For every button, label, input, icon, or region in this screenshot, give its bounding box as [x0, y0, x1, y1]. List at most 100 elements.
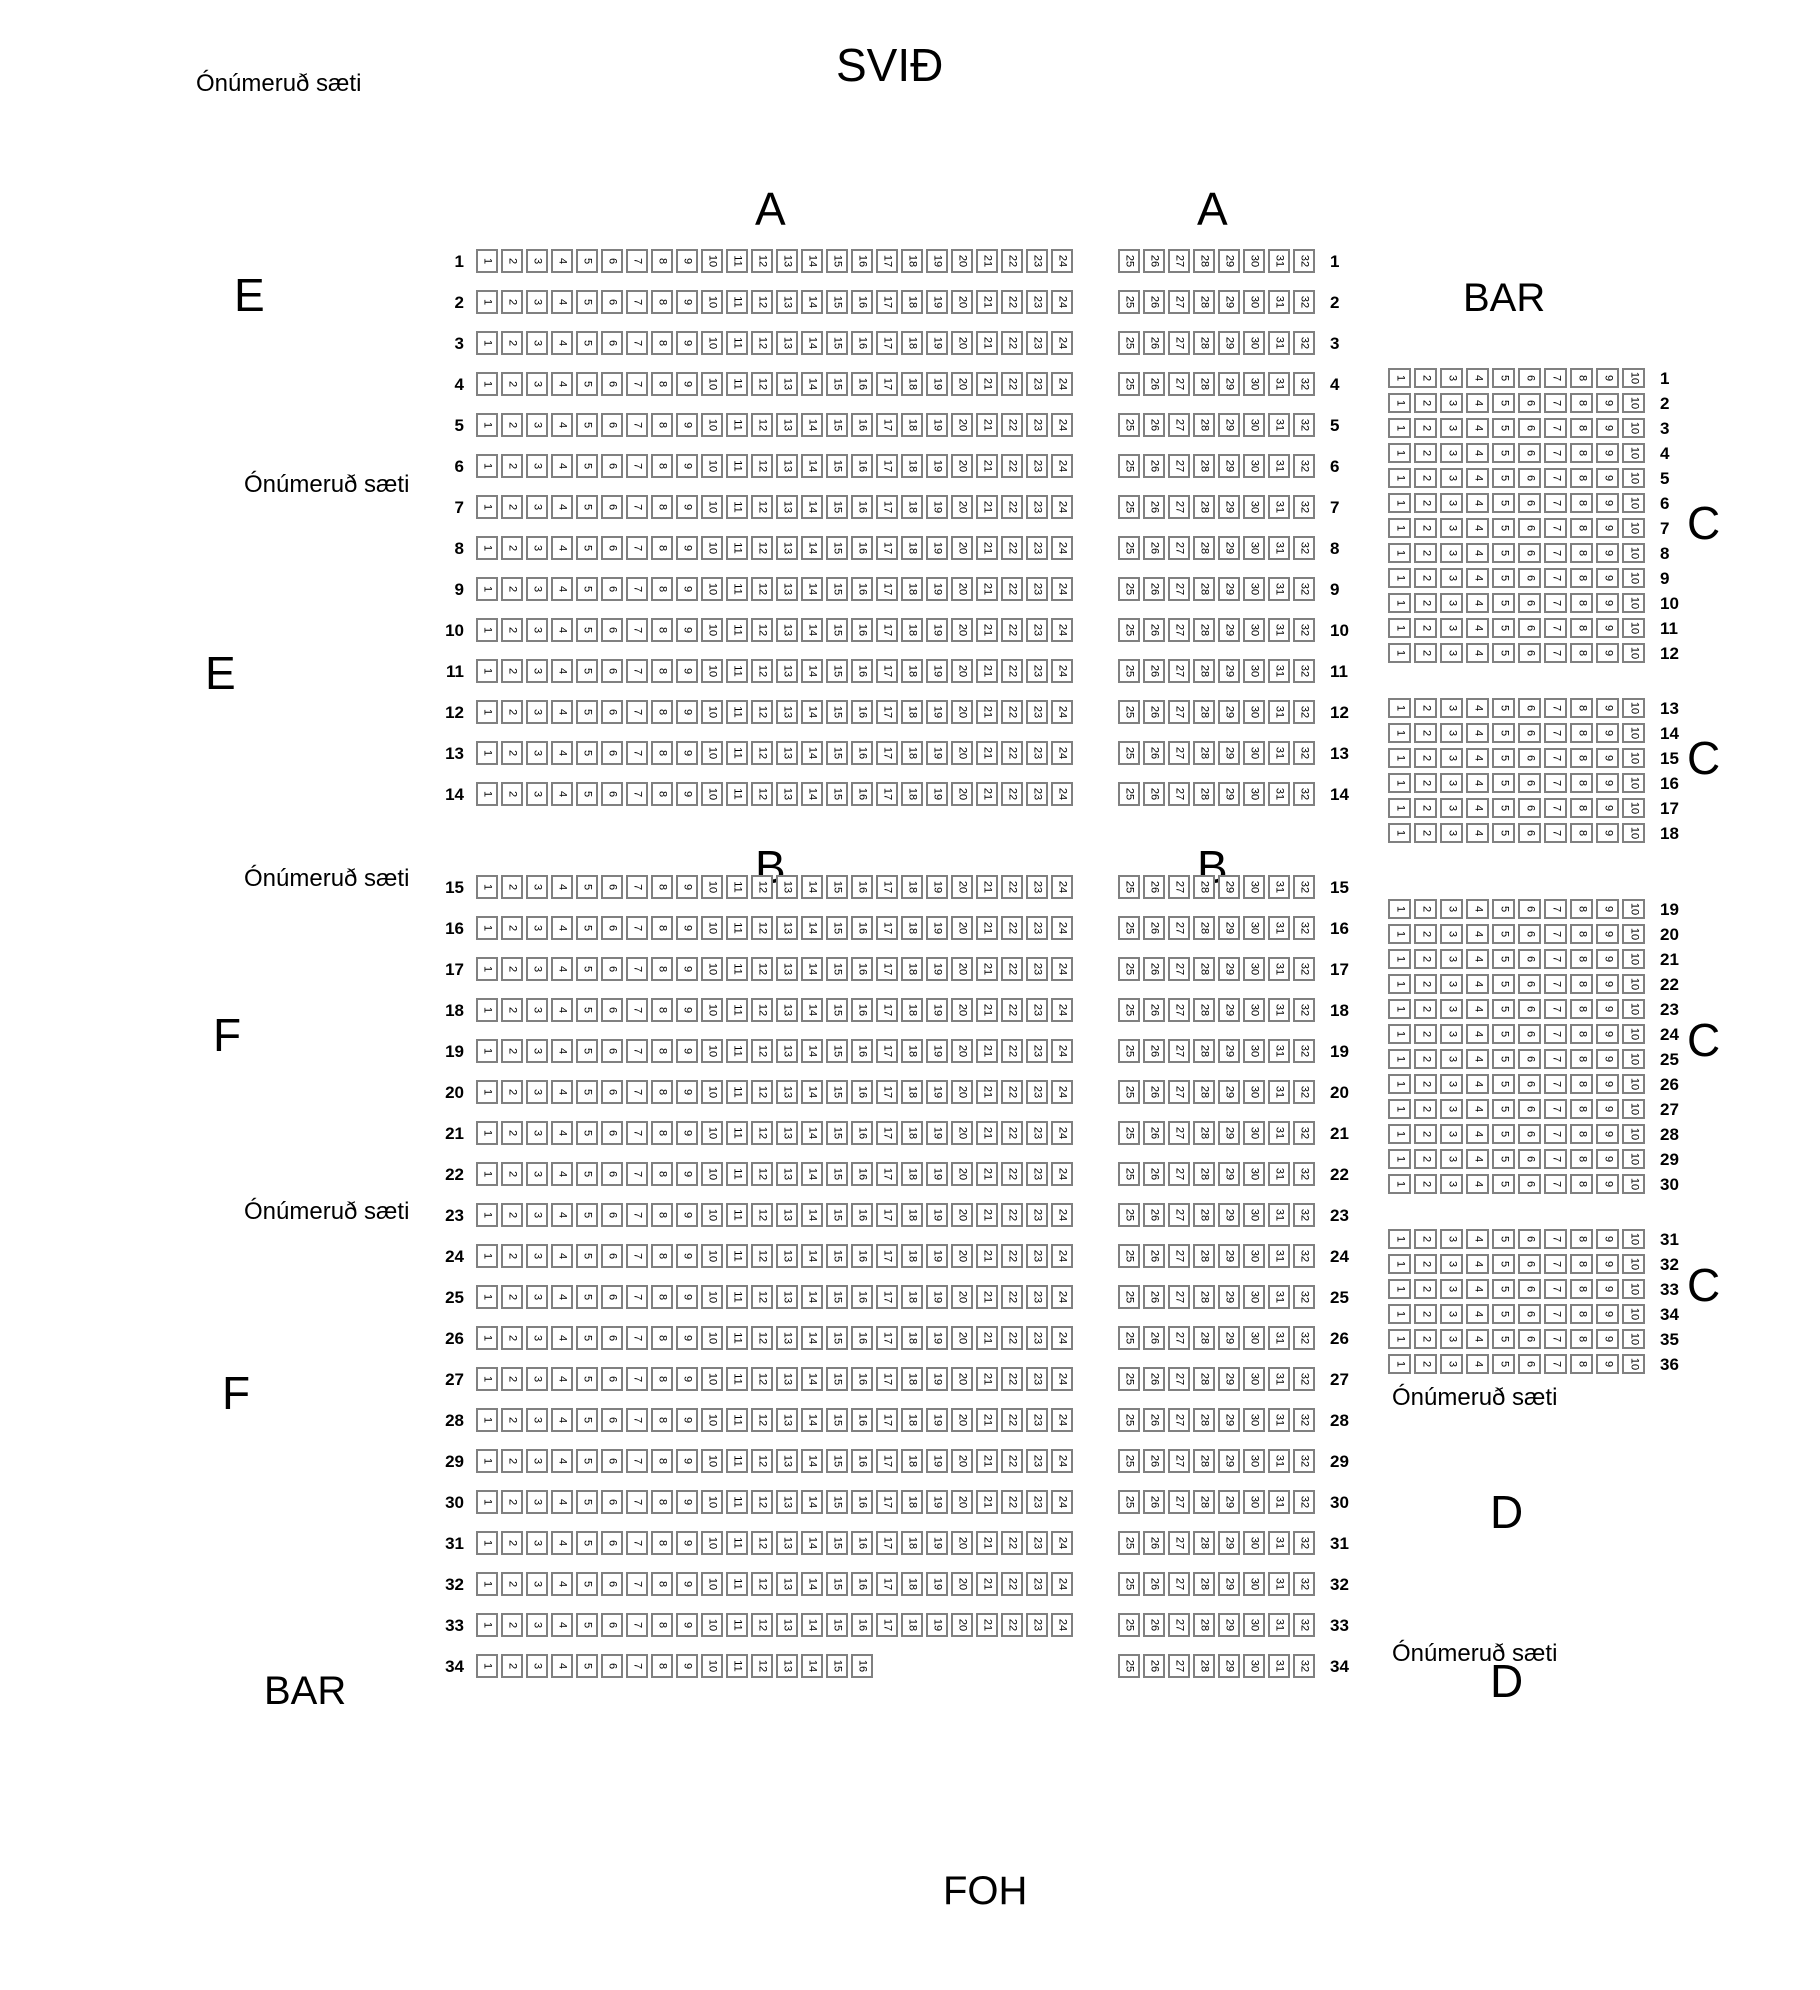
seat[interactable]: 11 — [726, 782, 748, 806]
seat[interactable]: 10 — [1622, 1304, 1645, 1324]
seat[interactable]: 24 — [1051, 495, 1073, 519]
seat[interactable]: 19 — [926, 290, 948, 314]
seat[interactable]: 1 — [476, 1572, 498, 1596]
seat[interactable]: 30 — [1243, 1449, 1265, 1473]
seat[interactable]: 15 — [826, 700, 848, 724]
seat[interactable]: 3 — [526, 1613, 548, 1637]
seat[interactable]: 6 — [1518, 518, 1541, 538]
seat[interactable]: 5 — [1492, 698, 1515, 718]
seat[interactable]: 14 — [801, 957, 823, 981]
seat[interactable]: 8 — [1570, 393, 1593, 413]
seat[interactable]: 13 — [776, 372, 798, 396]
seat[interactable]: 10 — [701, 1490, 723, 1514]
seat[interactable]: 22 — [1001, 700, 1023, 724]
seat[interactable]: 12 — [751, 536, 773, 560]
seat[interactable]: 23 — [1026, 331, 1048, 355]
seat[interactable]: 22 — [1001, 659, 1023, 683]
seat[interactable]: 7 — [1544, 493, 1567, 513]
seat[interactable]: 20 — [951, 249, 973, 273]
seat[interactable]: 21 — [976, 700, 998, 724]
seat[interactable]: 8 — [651, 1449, 673, 1473]
seat[interactable]: 15 — [826, 1449, 848, 1473]
seat[interactable]: 30 — [1243, 659, 1265, 683]
seat[interactable]: 24 — [1051, 1490, 1073, 1514]
seat[interactable]: 27 — [1168, 1203, 1190, 1227]
seat[interactable]: 10 — [701, 1613, 723, 1637]
seat[interactable]: 30 — [1243, 1121, 1265, 1145]
seat[interactable]: 16 — [851, 782, 873, 806]
seat[interactable]: 2 — [501, 577, 523, 601]
seat[interactable]: 14 — [801, 782, 823, 806]
seat[interactable]: 8 — [1570, 1304, 1593, 1324]
seat[interactable]: 19 — [926, 1039, 948, 1063]
seat[interactable]: 6 — [1518, 468, 1541, 488]
seat[interactable]: 13 — [776, 1654, 798, 1678]
seat[interactable]: 1 — [1388, 1099, 1411, 1119]
seat[interactable]: 27 — [1168, 659, 1190, 683]
seat[interactable]: 29 — [1218, 1080, 1240, 1104]
seat[interactable]: 4 — [551, 916, 573, 940]
seat[interactable]: 20 — [951, 1572, 973, 1596]
seat[interactable]: 18 — [901, 618, 923, 642]
seat[interactable]: 8 — [1570, 1049, 1593, 1069]
seat[interactable]: 14 — [801, 1203, 823, 1227]
seat[interactable]: 8 — [1570, 1254, 1593, 1274]
seat[interactable]: 5 — [576, 249, 598, 273]
seat[interactable]: 7 — [626, 1080, 648, 1104]
seat[interactable]: 15 — [826, 1408, 848, 1432]
seat[interactable]: 6 — [601, 536, 623, 560]
seat[interactable]: 7 — [1544, 1099, 1567, 1119]
seat[interactable]: 20 — [951, 1162, 973, 1186]
seat[interactable]: 27 — [1168, 577, 1190, 601]
seat[interactable]: 18 — [901, 782, 923, 806]
seat[interactable]: 26 — [1143, 1285, 1165, 1309]
seat[interactable]: 10 — [701, 618, 723, 642]
seat[interactable]: 6 — [1518, 393, 1541, 413]
seat[interactable]: 6 — [1518, 974, 1541, 994]
seat[interactable]: 1 — [1388, 618, 1411, 638]
seat[interactable]: 3 — [526, 741, 548, 765]
seat[interactable]: 8 — [1570, 643, 1593, 663]
seat[interactable]: 28 — [1193, 1244, 1215, 1268]
seat[interactable]: 28 — [1193, 1572, 1215, 1596]
seat[interactable]: 2 — [501, 1654, 523, 1678]
seat[interactable]: 13 — [776, 1572, 798, 1596]
seat[interactable]: 12 — [751, 454, 773, 478]
seat[interactable]: 17 — [876, 1244, 898, 1268]
seat[interactable]: 30 — [1243, 1613, 1265, 1637]
seat[interactable]: 19 — [926, 413, 948, 437]
seat[interactable]: 1 — [476, 1039, 498, 1063]
seat[interactable]: 1 — [476, 1654, 498, 1678]
seat[interactable]: 19 — [926, 454, 948, 478]
seat[interactable]: 29 — [1218, 1203, 1240, 1227]
seat[interactable]: 20 — [951, 495, 973, 519]
seat[interactable]: 23 — [1026, 875, 1048, 899]
seat[interactable]: 19 — [926, 1121, 948, 1145]
seat[interactable]: 22 — [1001, 290, 1023, 314]
seat[interactable]: 26 — [1143, 741, 1165, 765]
seat[interactable]: 25 — [1118, 1203, 1140, 1227]
seat[interactable]: 9 — [1596, 773, 1619, 793]
seat[interactable]: 16 — [851, 741, 873, 765]
seat[interactable]: 26 — [1143, 454, 1165, 478]
seat[interactable]: 1 — [1388, 1229, 1411, 1249]
seat[interactable]: 15 — [826, 1203, 848, 1227]
seat[interactable]: 11 — [726, 577, 748, 601]
seat[interactable]: 7 — [626, 1285, 648, 1309]
seat[interactable]: 16 — [851, 1408, 873, 1432]
seat[interactable]: 3 — [1440, 368, 1463, 388]
seat[interactable]: 6 — [601, 1244, 623, 1268]
seat[interactable]: 2 — [1414, 723, 1437, 743]
seat[interactable]: 10 — [701, 1244, 723, 1268]
seat[interactable]: 19 — [926, 536, 948, 560]
seat[interactable]: 8 — [1570, 1024, 1593, 1044]
seat[interactable]: 5 — [576, 1285, 598, 1309]
seat[interactable]: 3 — [526, 1121, 548, 1145]
seat[interactable]: 6 — [601, 1080, 623, 1104]
seat[interactable]: 16 — [851, 1121, 873, 1145]
seat[interactable]: 9 — [1596, 1149, 1619, 1169]
seat[interactable]: 22 — [1001, 1531, 1023, 1555]
seat[interactable]: 12 — [751, 1039, 773, 1063]
seat[interactable]: 31 — [1268, 741, 1290, 765]
seat[interactable]: 5 — [1492, 643, 1515, 663]
